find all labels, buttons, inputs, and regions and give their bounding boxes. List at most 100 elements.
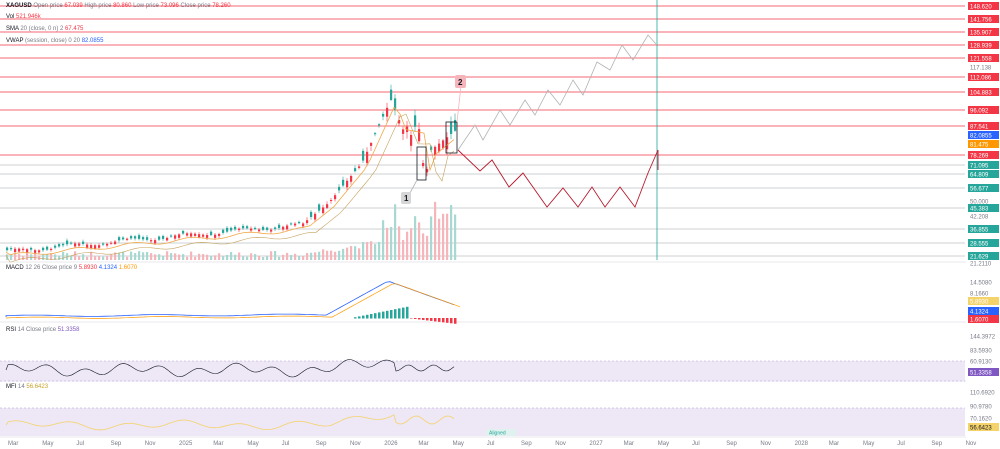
price-tag[interactable] bbox=[968, 41, 999, 49]
rsi-axis-tag[interactable] bbox=[968, 368, 999, 376]
price-tag[interactable] bbox=[968, 15, 999, 23]
price-tag-label: 50.000 bbox=[970, 200, 989, 206]
candle-body bbox=[182, 230, 185, 234]
volume-bar bbox=[62, 251, 65, 260]
time-axis[interactable]: Mar May Jul Sep Nov 2025 Mar May Jul Sep Nov 2026 Ma… bbox=[8, 441, 976, 447]
price-tag[interactable] bbox=[968, 28, 999, 36]
volume-bar bbox=[194, 256, 197, 260]
volume-legend[interactable]: Vol 521.946k bbox=[6, 14, 41, 20]
volume-bar bbox=[442, 213, 445, 260]
vwap-line bbox=[5, 113, 455, 263]
candle-body bbox=[358, 166, 361, 168]
macd-axis-tag[interactable] bbox=[968, 315, 999, 323]
price-tag-label: 78.269 bbox=[970, 154, 989, 160]
volume-bar bbox=[322, 249, 325, 260]
price-tag[interactable] bbox=[968, 225, 999, 233]
candle-body bbox=[310, 211, 313, 217]
volume-bar bbox=[210, 255, 213, 260]
price-tag[interactable] bbox=[968, 239, 999, 247]
candle-body bbox=[186, 233, 189, 236]
candle-body bbox=[346, 180, 349, 188]
price-axis[interactable]: 148.620 141.756 135.907 128.939 121.558 117.1… bbox=[966, 0, 1000, 449]
price-tag[interactable] bbox=[968, 122, 999, 130]
volume-bar bbox=[426, 235, 429, 260]
candle-body bbox=[74, 243, 77, 247]
symbol-name[interactable]: XAGUSD bbox=[6, 3, 32, 9]
candle-body bbox=[122, 237, 125, 240]
mfi-axis-tag[interactable] bbox=[968, 423, 999, 431]
mfi-legend[interactable]: MFI 14 56.6423 bbox=[6, 384, 48, 390]
macd-axis-label: 21.2110 bbox=[970, 262, 992, 268]
volume-bar bbox=[246, 256, 249, 260]
volume-bar bbox=[266, 256, 269, 260]
volume-bar bbox=[350, 246, 353, 260]
volume-bar bbox=[270, 251, 273, 260]
volume-bar bbox=[30, 254, 33, 260]
price-tag[interactable] bbox=[968, 197, 999, 205]
vwap-legend[interactable]: VWAP (session, close) 0 20 82.0855 bbox=[6, 38, 103, 44]
price-tag[interactable] bbox=[968, 212, 999, 220]
volume-bar bbox=[382, 220, 385, 260]
price-tag[interactable] bbox=[968, 204, 999, 212]
candle-body bbox=[314, 213, 317, 220]
macd-axis-tag[interactable] bbox=[968, 297, 999, 305]
price-tag-label: 45.383 bbox=[970, 207, 989, 213]
volume-bar bbox=[302, 256, 305, 260]
candle-body bbox=[202, 234, 205, 237]
rsi-legend[interactable]: RSI 14 Close price 51.3358 bbox=[6, 327, 79, 333]
price-tag[interactable] bbox=[968, 140, 999, 148]
candle-body bbox=[250, 228, 253, 231]
price-tag[interactable] bbox=[968, 131, 999, 139]
volume-bar bbox=[138, 251, 141, 260]
candle-body bbox=[218, 233, 221, 236]
candle-body bbox=[70, 242, 73, 244]
candle-body bbox=[326, 204, 329, 208]
volume-bar bbox=[50, 253, 53, 260]
time-axis-label: 2028 bbox=[795, 441, 809, 447]
volume-bar bbox=[146, 252, 149, 260]
volume-bar bbox=[178, 254, 181, 260]
price-tag[interactable] bbox=[968, 88, 999, 96]
candle-body bbox=[254, 227, 257, 230]
macd-params: 12 26 Close price 9 bbox=[25, 265, 78, 271]
volume-bar bbox=[238, 252, 241, 260]
candle-body bbox=[110, 242, 113, 244]
pattern-box-2[interactable] bbox=[445, 121, 458, 154]
price-tag[interactable] bbox=[968, 161, 999, 169]
macd-histogram-bar bbox=[434, 318, 437, 322]
sma-legend[interactable]: SMA 20 (close, 0 n) 2 67.475 bbox=[6, 26, 83, 32]
macd-histogram-bar bbox=[418, 318, 421, 320]
candle-body bbox=[338, 186, 341, 191]
candle-body bbox=[42, 247, 45, 251]
moving-averages bbox=[5, 106, 455, 263]
price-tag[interactable] bbox=[968, 170, 999, 178]
price-tag[interactable] bbox=[968, 54, 999, 62]
macd-legend[interactable]: MACD 12 26 Close price 9 5.8930 4.1324 1… bbox=[6, 265, 137, 271]
price-tag[interactable] bbox=[968, 252, 999, 260]
candle-body bbox=[62, 243, 65, 246]
volume-bar bbox=[114, 252, 117, 260]
pattern-box-1[interactable] bbox=[416, 146, 427, 181]
volume-bar bbox=[70, 255, 73, 260]
price-tag[interactable] bbox=[968, 2, 999, 10]
candle-body bbox=[398, 120, 401, 124]
volume-bar bbox=[54, 254, 57, 260]
price-tag[interactable] bbox=[968, 106, 999, 114]
macd-line bbox=[5, 281, 455, 317]
bearish-projection-path bbox=[457, 149, 659, 208]
volume-bar bbox=[102, 256, 105, 260]
price-tag-label: 87.541 bbox=[970, 125, 989, 131]
rsi-axis-label: 51.3358 bbox=[970, 371, 992, 377]
price-tag[interactable] bbox=[968, 63, 999, 71]
candle-body bbox=[162, 235, 165, 239]
candle-body bbox=[78, 243, 81, 246]
volume-bar bbox=[258, 255, 261, 260]
price-tag[interactable] bbox=[968, 151, 999, 159]
candle-body bbox=[298, 221, 301, 224]
price-tag[interactable] bbox=[968, 73, 999, 81]
price-tag[interactable] bbox=[968, 184, 999, 192]
macd-histogram-bar bbox=[386, 310, 389, 319]
volume-bar bbox=[422, 233, 425, 260]
macd-axis-tag[interactable] bbox=[968, 307, 999, 315]
